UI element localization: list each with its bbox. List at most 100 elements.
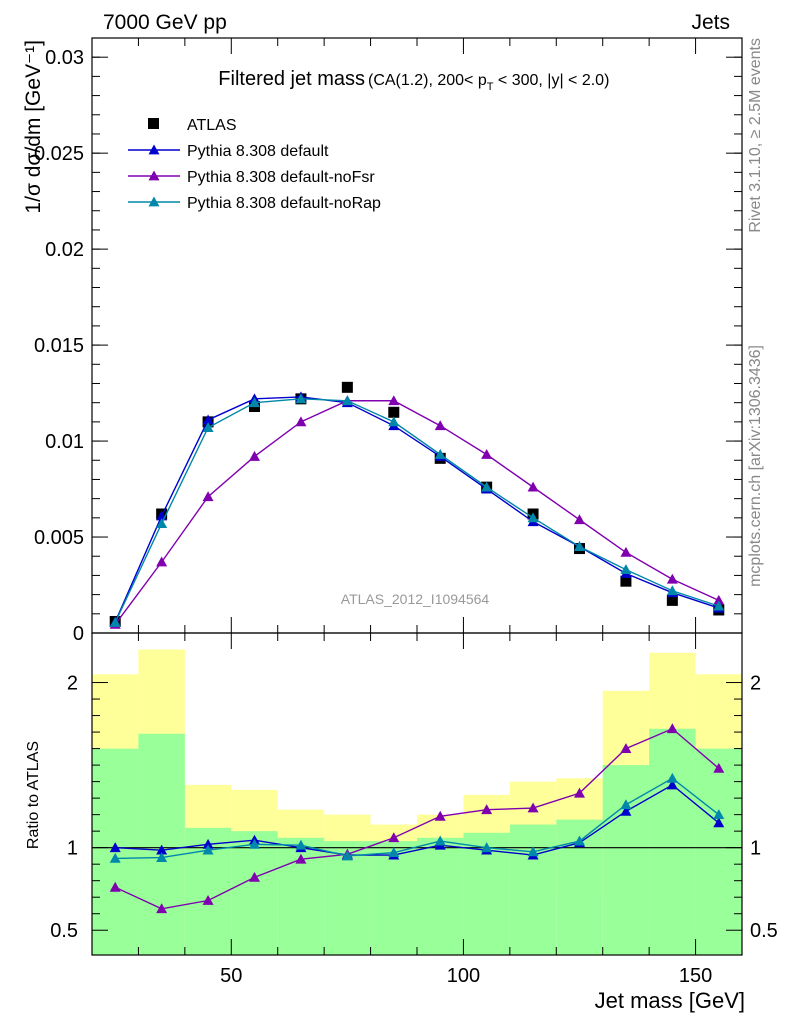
- series-point: [156, 556, 168, 567]
- header-right: Jets: [691, 11, 730, 34]
- series-point: [713, 594, 725, 605]
- ratio-series-point: [156, 903, 168, 914]
- ratio-series-point: [156, 852, 168, 862]
- header-left: 7000 GeV pp: [103, 11, 227, 34]
- series-point: [388, 395, 400, 406]
- series-line: [114, 400, 720, 625]
- ratio-series-point: [295, 853, 307, 864]
- ratio-series-2: [109, 772, 725, 863]
- series-point: [574, 514, 585, 525]
- ratio-series-point: [713, 817, 725, 828]
- x-axis: 50 100 150: [91, 633, 743, 987]
- series-point: [249, 397, 260, 408]
- main-y-label: 1/σ dσ/dm [GeV⁻¹]: [22, 40, 45, 214]
- series-point: [388, 416, 400, 427]
- ratio-series-point: [109, 842, 121, 853]
- atlas-point: [620, 575, 632, 587]
- series-point: [620, 564, 632, 575]
- series-point: [666, 573, 678, 584]
- series-point: [574, 541, 585, 552]
- uncertainty-band-inner: [602, 765, 650, 955]
- ratio-series-point: [574, 835, 585, 846]
- series-point: [202, 491, 214, 502]
- legend-entry: Pythia 8.308 default-noFsr: [128, 169, 375, 186]
- ratio-y-axis: 0.5 0.5 1 1 2 2: [50, 673, 778, 943]
- ratio-series-point: [434, 810, 446, 821]
- ratio-series-point: [620, 799, 632, 810]
- series-point: [434, 449, 446, 459]
- main-y-tick-label: 0.015: [34, 335, 84, 357]
- atlas-point: [666, 594, 678, 606]
- uncertainty-band-inner: [695, 748, 742, 955]
- x-tick-label: 50: [220, 965, 242, 987]
- atlas-point: [388, 406, 400, 418]
- main-y-axis: 0 0.005 0.01 0.015 0.02 0.025 0.03: [34, 38, 743, 645]
- main-plot-area: [109, 381, 725, 629]
- ratio-series-point: [388, 832, 400, 843]
- ratio-series-point: [249, 838, 260, 849]
- series-point: [527, 481, 539, 492]
- watermark: ATLAS_2012_I1094564: [341, 591, 490, 607]
- uncertainty-band-inner: [231, 831, 278, 955]
- ratio-series-point: [202, 895, 214, 905]
- series-point: [202, 414, 214, 425]
- ratio-series-point: [574, 787, 585, 798]
- ratio-series-point: [666, 779, 678, 790]
- rivet-version-label: Rivet 3.1.10, ≥ 2.5M events: [747, 38, 764, 233]
- plot-title: Filtered jet mass: [218, 68, 365, 90]
- legend-label: Pythia 8.308 default-noRap: [187, 195, 381, 212]
- series-point: [620, 546, 632, 557]
- ratio-series-line: [115, 777, 720, 860]
- ratio-series-point: [713, 809, 725, 820]
- ratio-series-point: [295, 839, 307, 850]
- atlas-point: [341, 381, 353, 393]
- ratio-series-point: [527, 802, 539, 813]
- x-tick-label: 100: [447, 965, 480, 987]
- main-panel: 0 0.005 0.01 0.015 0.02 0.025 0.03 Filtered je…: [22, 37, 743, 645]
- ratio-y-tick-label: 2: [67, 673, 78, 695]
- legend-label: Pythia 8.308 default: [187, 143, 329, 160]
- ratio-series-point: [249, 871, 260, 882]
- legend-marker: [148, 118, 159, 129]
- ratio-series-point: [202, 838, 214, 849]
- ratio-y-tick-label: 0.5: [50, 920, 78, 942]
- series-point: [341, 395, 353, 406]
- x-tick-label: 150: [679, 965, 712, 987]
- uncertainty-band-inner: [509, 824, 557, 955]
- main-y-tick-label: 0: [73, 623, 84, 645]
- main-y-tick-label: 0.01: [45, 431, 84, 453]
- series-point: [156, 518, 168, 528]
- ratio-y-tick-label: 1: [67, 838, 78, 860]
- series-3: [109, 393, 725, 627]
- ratio-series-line: [115, 784, 720, 856]
- ratio-series-point: [388, 847, 400, 858]
- series-point: [713, 600, 725, 611]
- mcplots-label: mcplots.cern.ch [arXiv:1306.3436]: [747, 345, 764, 587]
- plot-title-suffix: (CA(1.2), 200< pT < 300, |y| < 2.0): [368, 72, 609, 93]
- series-point: [434, 420, 446, 431]
- main-y-tick-label: 0.02: [45, 239, 84, 261]
- series-line: [114, 398, 720, 623]
- main-y-tick-label: 0.03: [45, 47, 84, 69]
- series-point: [202, 422, 214, 433]
- ratio-plot-area: [92, 649, 742, 955]
- legend-entry: ATLAS: [148, 117, 237, 134]
- uncertainty-band-inner: [417, 837, 464, 955]
- legend-label: ATLAS: [187, 117, 237, 134]
- ratio-series-line: [114, 727, 720, 910]
- series-point: [481, 481, 493, 492]
- main-y-tick-label: 0.005: [34, 527, 84, 549]
- legend-label: Pythia 8.308 default-noFsr: [187, 169, 375, 186]
- series-point: [666, 585, 678, 596]
- legend-marker: [148, 144, 160, 155]
- ratio-series-point: [341, 850, 353, 861]
- ratio-series-point: [434, 835, 446, 846]
- ratio-series-point: [527, 846, 539, 857]
- uncertainty-band-inner: [138, 733, 185, 955]
- legend-entry: Pythia 8.308 default-noRap: [128, 195, 381, 212]
- main-y-tick-label: 0.025: [34, 143, 84, 165]
- ratio-series-point: [620, 743, 632, 753]
- series-line: [114, 396, 720, 623]
- legend-entry: Pythia 8.308 default: [128, 143, 329, 160]
- ratio-y-tick-label-right: 0.5: [750, 920, 778, 942]
